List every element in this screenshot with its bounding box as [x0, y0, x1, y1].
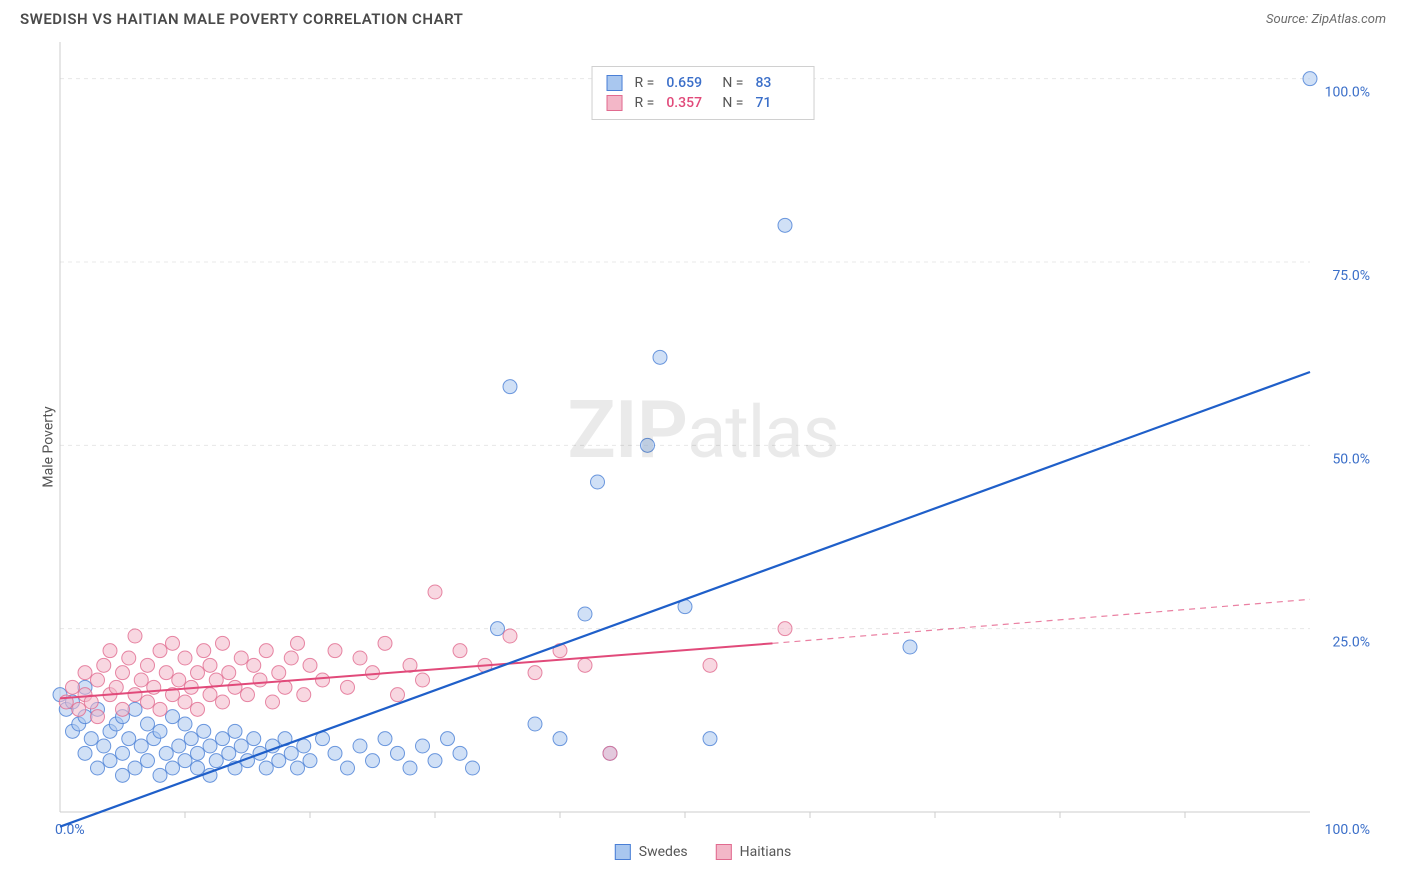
r-value-haitians: 0.357 — [666, 95, 710, 111]
swedes-swatch-icon — [615, 844, 631, 860]
n-value-swedes: 83 — [755, 75, 799, 91]
r-value-swedes: 0.659 — [666, 75, 710, 91]
haitians-swatch-icon — [607, 95, 623, 111]
legend-item-swedes: Swedes — [615, 844, 688, 860]
legend-row-swedes: R = 0.659 N = 83 — [607, 73, 800, 93]
series-legend: Swedes Haitians — [615, 844, 791, 860]
svg-text:100.0%: 100.0% — [1325, 85, 1370, 101]
legend-item-haitians: Haitians — [716, 844, 792, 860]
svg-text:0.0%: 0.0% — [55, 822, 85, 838]
haitians-swatch-icon — [716, 844, 732, 860]
chart-title: SWEDISH VS HAITIAN MALE POVERTY CORRELAT… — [20, 10, 463, 28]
svg-text:100.0%: 100.0% — [1325, 822, 1370, 838]
svg-text:75.0%: 75.0% — [1332, 268, 1370, 284]
chart-container: Male Poverty 25.0%50.0%75.0%100.0%0.0%10… — [0, 32, 1406, 862]
legend-row-haitians: R = 0.357 N = 71 — [607, 93, 800, 113]
svg-text:25.0%: 25.0% — [1332, 635, 1370, 651]
correlation-legend: R = 0.659 N = 83 R = 0.357 N = 71 — [592, 66, 815, 120]
scatter-chart: 25.0% 50.0% 75.0% 100.0% 0.0% 100.0% — [40, 32, 1380, 862]
n-value-haitians: 71 — [755, 95, 799, 111]
swedes-swatch-icon — [607, 75, 623, 91]
source-attribution: Source: ZipAtlas.com — [1266, 12, 1386, 27]
svg-text:50.0%: 50.0% — [1332, 451, 1370, 467]
